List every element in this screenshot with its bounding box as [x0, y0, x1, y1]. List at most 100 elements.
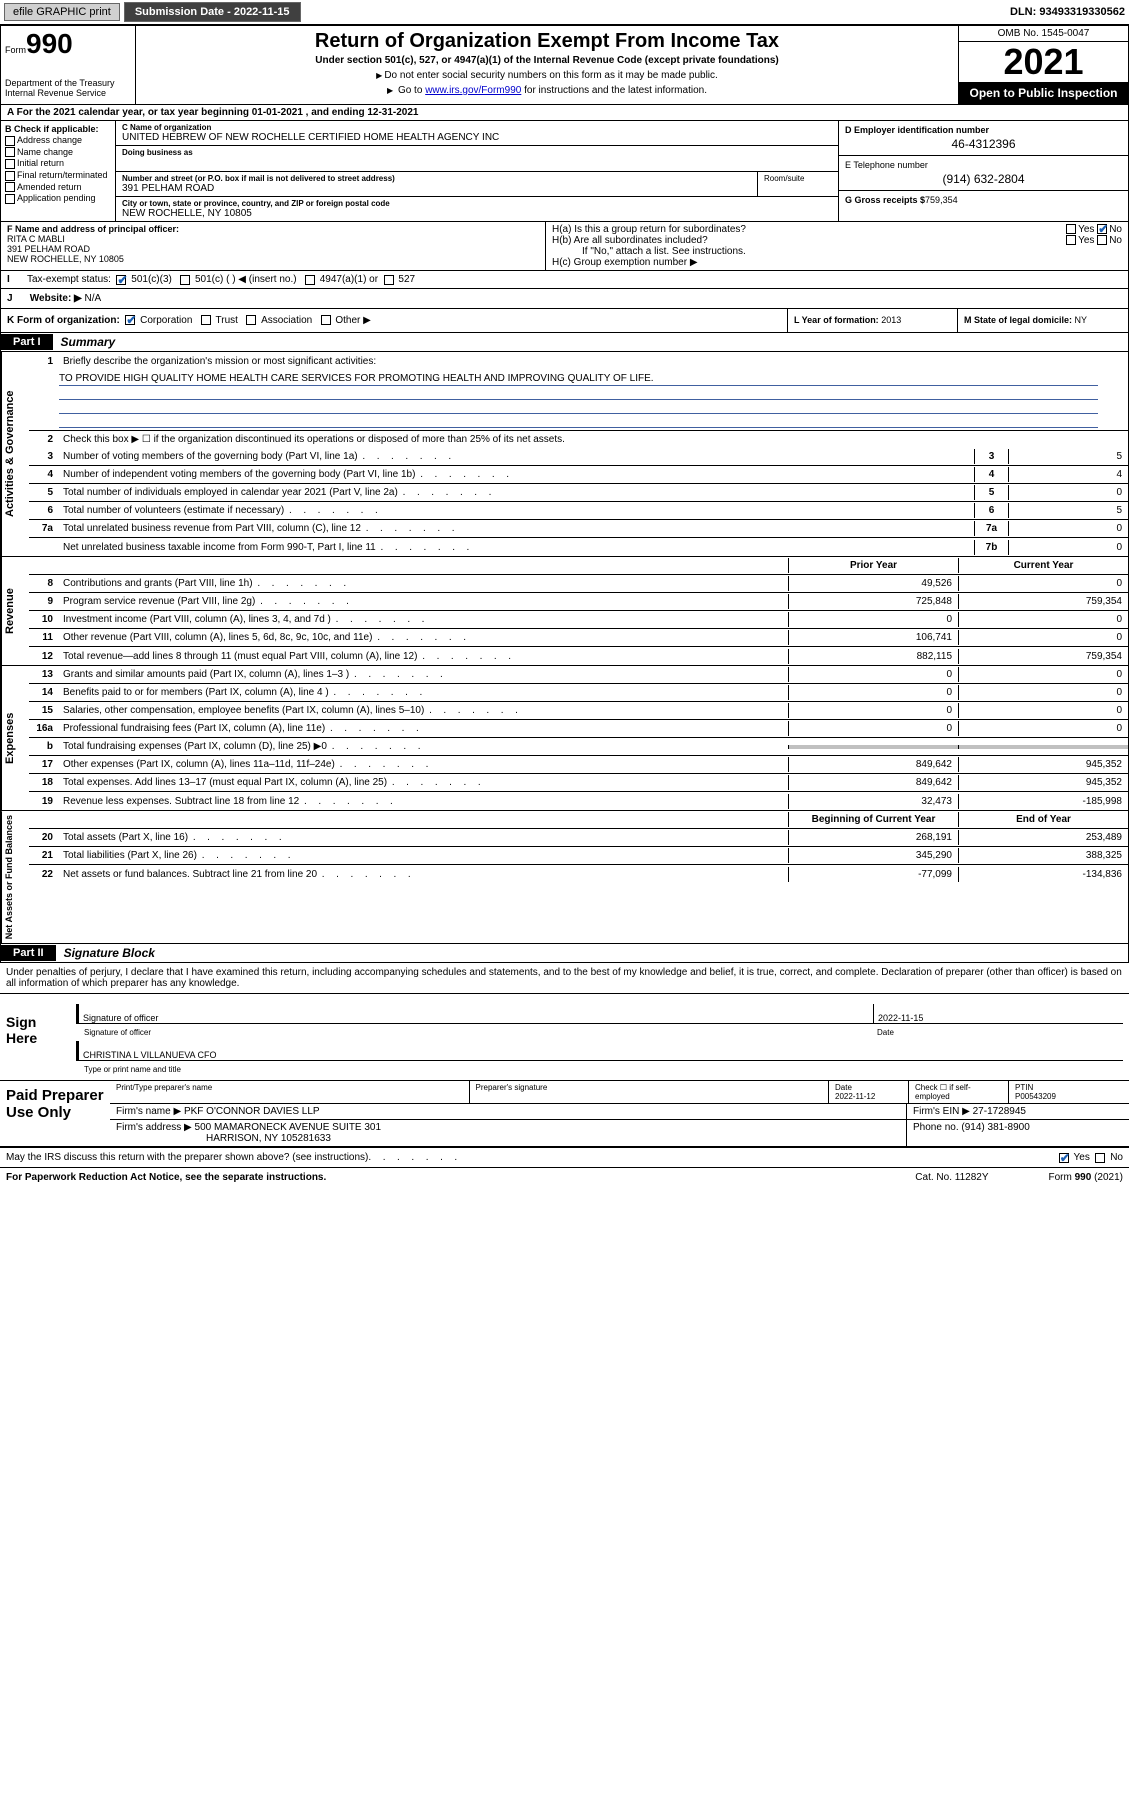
section-balances: Net Assets or Fund Balances Beginning of… — [0, 811, 1129, 944]
row-klm: K Form of organization: Corporation Trus… — [0, 309, 1129, 333]
hb-note: If "No," attach a list. See instructions… — [552, 246, 1122, 257]
tax-year: 2021 — [959, 42, 1128, 82]
money-line: 8 Contributions and grants (Part VIII, l… — [29, 575, 1128, 593]
submission-date-button[interactable]: Submission Date - 2022-11-15 — [124, 2, 301, 22]
lbl-name-change: Name change — [17, 147, 73, 157]
part-i-badge: Part I — [1, 334, 53, 350]
lbl-final-return: Final return/terminated — [17, 170, 108, 180]
part-i-header: Part I Summary — [0, 333, 1129, 352]
lbl-trust: Trust — [216, 315, 238, 326]
cb-name-change[interactable] — [5, 147, 15, 157]
cb-trust[interactable] — [201, 315, 211, 325]
header-left: Form990 Department of the Treasury Inter… — [1, 26, 136, 104]
col-current-year: Current Year — [958, 558, 1128, 573]
cb-assoc[interactable] — [246, 315, 256, 325]
col-boy: Beginning of Current Year — [788, 812, 958, 827]
sig-date: 2022-11-15 — [878, 1013, 923, 1023]
gov-line: Net unrelated business taxable income fr… — [29, 538, 1128, 556]
cb-hb-no[interactable] — [1097, 235, 1107, 245]
col-eoy: End of Year — [958, 812, 1128, 827]
cb-4947[interactable] — [305, 275, 315, 285]
cb-hb-yes[interactable] — [1066, 235, 1076, 245]
period-text: For the 2021 calendar year, or tax year … — [17, 107, 419, 118]
org-name: UNITED HEBREW OF NEW ROCHELLE CERTIFIED … — [122, 132, 832, 143]
cb-discuss-no[interactable] — [1095, 1153, 1105, 1163]
part-ii-header: Part II Signature Block — [0, 944, 1129, 963]
cb-discuss-yes[interactable] — [1059, 1153, 1069, 1163]
form-subtitle: Under section 501(c), 527, or 4947(a)(1)… — [140, 55, 954, 66]
cb-final-return[interactable] — [5, 171, 15, 181]
efile-button[interactable]: efile GRAPHIC print — [4, 3, 120, 21]
firm-name: PKF O'CONNOR DAVIES LLP — [184, 1106, 320, 1117]
prep-sig-col: Preparer's signature — [470, 1081, 830, 1103]
cb-app-pending[interactable] — [5, 194, 15, 204]
street-label: Number and street (or P.O. box if mail i… — [122, 174, 751, 183]
lbl-527: 527 — [398, 274, 415, 285]
officer-addr2: NEW ROCHELLE, NY 10805 — [7, 254, 539, 264]
cb-initial-return[interactable] — [5, 159, 15, 169]
cat-no: Cat. No. 11282Y — [915, 1172, 988, 1183]
section-revenue: Revenue Prior Year Current Year 8 Contri… — [0, 557, 1129, 666]
row-fgh: F Name and address of principal officer:… — [0, 222, 1129, 271]
ha-label: H(a) Is this a group return for subordin… — [552, 224, 746, 235]
discuss-yes: Yes — [1074, 1152, 1090, 1163]
cb-501c[interactable] — [180, 275, 190, 285]
ptin-value: P00543209 — [1015, 1092, 1056, 1101]
row-j-website: J Website: ▶ N/A — [0, 289, 1129, 309]
section-expenses: Expenses 13 Grants and similar amounts p… — [0, 666, 1129, 811]
entity-block: B Check if applicable: Address change Na… — [0, 121, 1129, 222]
cb-other[interactable] — [321, 315, 331, 325]
cb-527[interactable] — [384, 275, 394, 285]
vlabel-revenue: Revenue — [1, 557, 29, 665]
money-line: 13 Grants and similar amounts paid (Part… — [29, 666, 1128, 684]
ein-value: 46-4312396 — [845, 137, 1122, 151]
city-label: City or town, state or province, country… — [122, 199, 832, 208]
omb-number: OMB No. 1545-0047 — [959, 26, 1128, 42]
vlabel-expenses: Expenses — [1, 666, 29, 810]
goto-post: for instructions and the latest informat… — [521, 85, 707, 96]
gross-label: G Gross receipts $ — [845, 195, 925, 205]
col-prior-year: Prior Year — [788, 558, 958, 573]
cb-ha-yes[interactable] — [1066, 224, 1076, 234]
mission-text: TO PROVIDE HIGH QUALITY HOME HEALTH CARE… — [59, 373, 654, 384]
hb-label: H(b) Are all subordinates included? — [552, 235, 708, 246]
prep-selfemp: Check ☐ if self-employed — [909, 1081, 1009, 1103]
cb-corp[interactable] — [125, 315, 135, 325]
cb-address-change[interactable] — [5, 136, 15, 146]
dept-label: Department of the Treasury Internal Reve… — [5, 78, 131, 98]
sig-officer-label: Signature of officer — [83, 1013, 158, 1023]
money-line: b Total fundraising expenses (Part IX, c… — [29, 738, 1128, 756]
lbl-501c: 501(c) ( ) ◀ (insert no.) — [195, 274, 297, 285]
money-line: 20 Total assets (Part X, line 16) 268,19… — [29, 829, 1128, 847]
page-footer: For Paperwork Reduction Act Notice, see … — [0, 1168, 1129, 1187]
goto-note: Go to www.irs.gov/Form990 for instructio… — [140, 85, 954, 96]
row-a-period: A For the 2021 calendar year, or tax yea… — [0, 105, 1129, 121]
topbar: efile GRAPHIC print Submission Date - 20… — [0, 0, 1129, 25]
penalty-text: Under penalties of perjury, I declare th… — [0, 963, 1129, 994]
money-line: 19 Revenue less expenses. Subtract line … — [29, 792, 1128, 810]
lbl-4947: 4947(a)(1) or — [320, 274, 378, 285]
open-inspection: Open to Public Inspection — [959, 82, 1128, 104]
lbl-address-change: Address change — [17, 135, 82, 145]
cb-ha-no[interactable] — [1097, 224, 1107, 234]
lbl-yes2: Yes — [1078, 235, 1094, 246]
sign-here-label: Sign Here — [0, 994, 70, 1080]
prep-date: 2022-11-12 — [835, 1092, 875, 1101]
website-value: N/A — [85, 293, 102, 304]
gov-line: 3 Number of voting members of the govern… — [29, 448, 1128, 466]
lbl-501c3: 501(c)(3) — [131, 274, 172, 285]
irs-link[interactable]: www.irs.gov/Form990 — [425, 85, 521, 96]
ein-label: D Employer identification number — [845, 125, 989, 135]
money-line: 18 Total expenses. Add lines 13–17 (must… — [29, 774, 1128, 792]
tel-value: (914) 632-2804 — [845, 172, 1122, 186]
cb-501c3[interactable] — [116, 275, 126, 285]
dba-label: Doing business as — [122, 148, 832, 157]
cb-amended[interactable] — [5, 182, 15, 192]
prep-date-label: Date — [835, 1083, 852, 1092]
sign-block: Sign Here Signature of officer 2022-11-1… — [0, 994, 1129, 1081]
typed-name-label: Type or print name and title — [76, 1065, 1123, 1074]
goto-pre: Go to — [398, 85, 425, 96]
tel-label: E Telephone number — [845, 160, 928, 170]
officer-label: F Name and address of principal officer: — [7, 224, 539, 234]
money-line: 17 Other expenses (Part IX, column (A), … — [29, 756, 1128, 774]
